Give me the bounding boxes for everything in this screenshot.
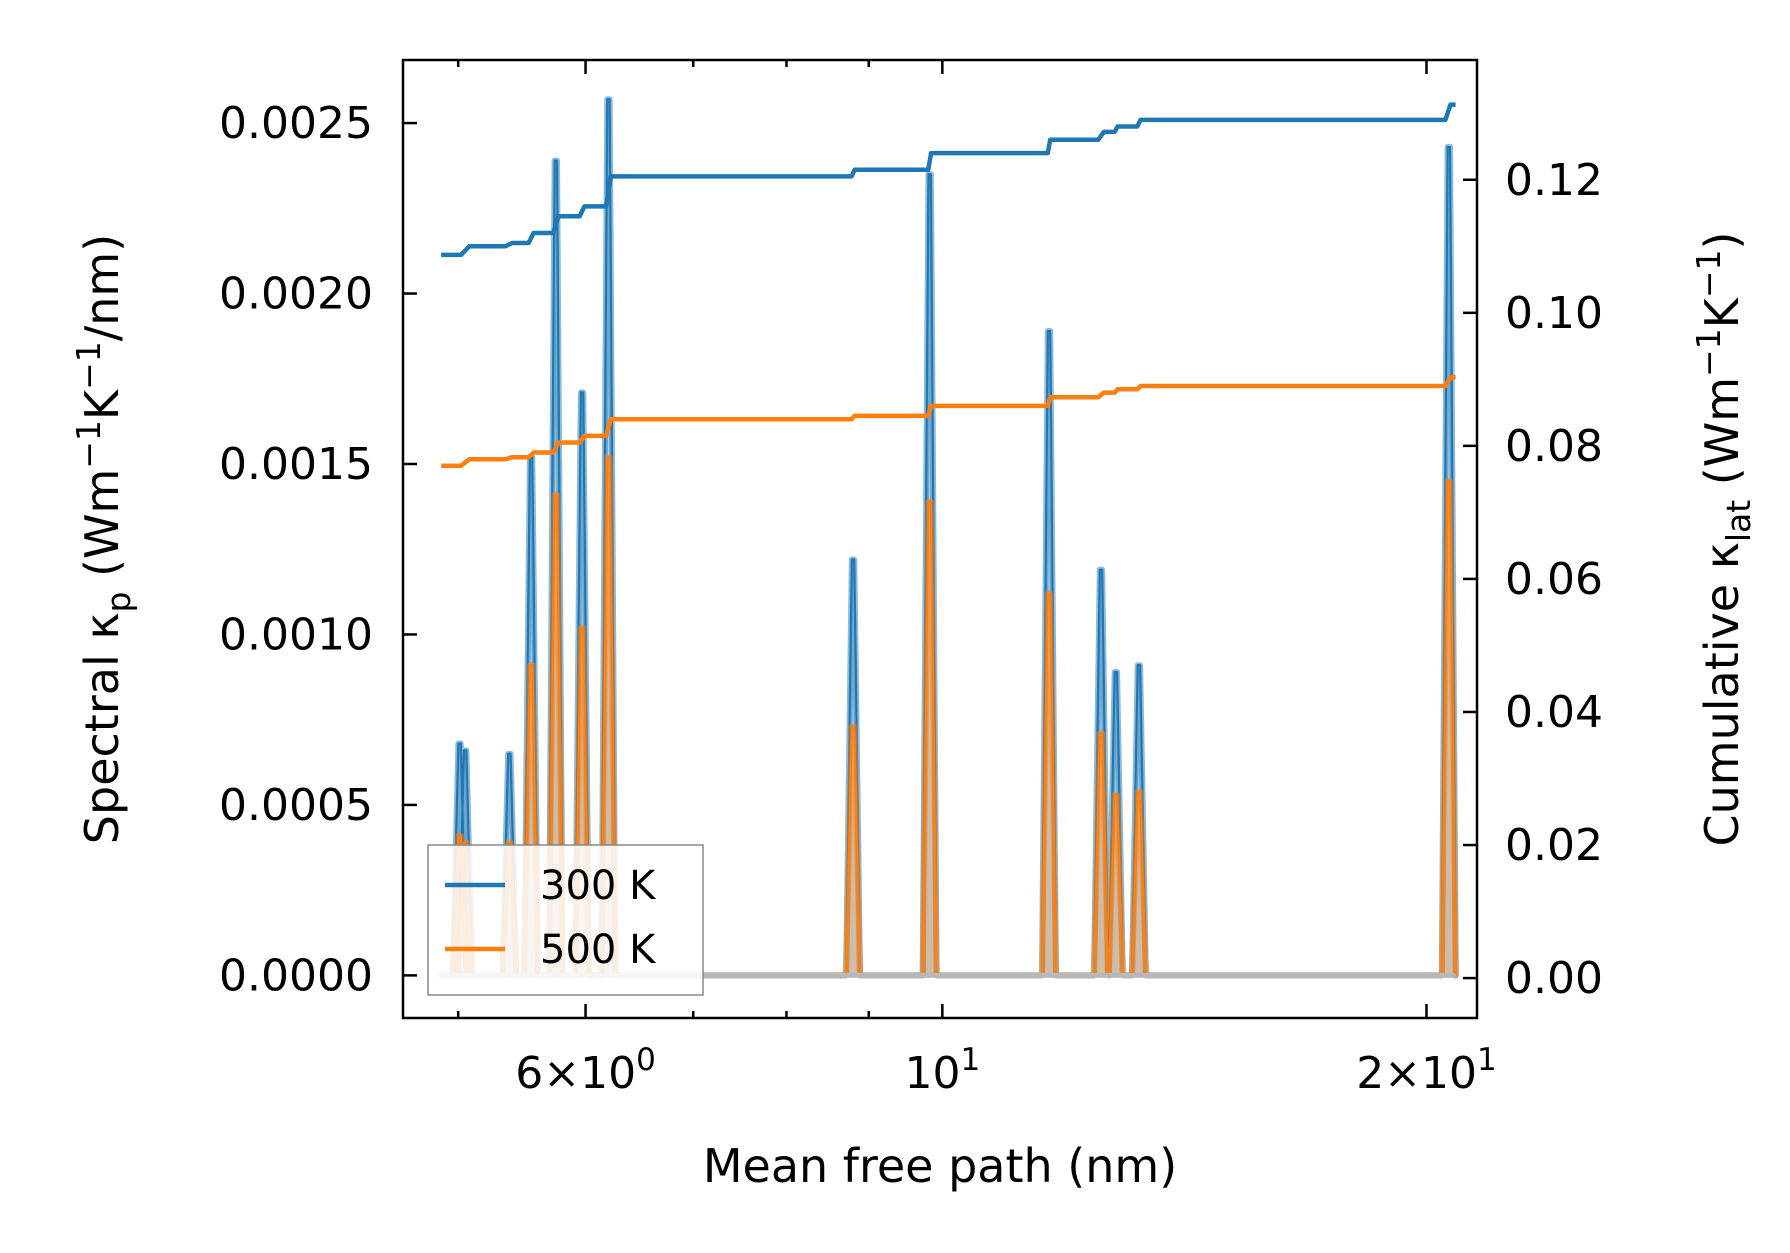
spectral-line-halo bbox=[441, 96, 1459, 979]
legend-label-300k: 300 K bbox=[540, 863, 657, 909]
axis-title-part: K bbox=[75, 388, 129, 420]
plot-frame bbox=[401, 58, 1479, 1020]
y-axis-title-right: Cumulative κlat (Wm−1K−1) bbox=[1689, 232, 1758, 847]
legend-label-500k: 500 K bbox=[540, 927, 657, 973]
x-axis-title: Mean free path (nm) bbox=[703, 1139, 1177, 1193]
y-left-tick-label: 0.0000 bbox=[219, 950, 373, 1001]
axis-title-part: /nm) bbox=[75, 234, 129, 341]
x-tick-exponent: 1 bbox=[1477, 1042, 1497, 1078]
x-tick-exponent: 1 bbox=[960, 1042, 980, 1078]
y-left-tick-label: 0.0025 bbox=[219, 98, 373, 149]
x-tick-label: 2×101 bbox=[1356, 1042, 1497, 1099]
cumulative-line-500k bbox=[441, 375, 1456, 469]
axis-title-part: K bbox=[1695, 296, 1749, 328]
y-left-tick-label: 0.0010 bbox=[219, 609, 373, 660]
legend: 300 K 500 K bbox=[427, 844, 704, 996]
y-right-tick-label: 0.02 bbox=[1505, 820, 1603, 871]
x-tick-label: 101 bbox=[904, 1042, 980, 1099]
y-right-tick-label: 0.10 bbox=[1505, 288, 1603, 339]
y-left-tick-label: 0.0020 bbox=[219, 269, 373, 320]
y-left-tick-label: 0.0005 bbox=[219, 780, 373, 831]
x-tick-label: 6×100 bbox=[515, 1042, 656, 1099]
axis-title-part: p bbox=[99, 592, 138, 613]
axis-title-part: κ bbox=[1695, 542, 1749, 569]
spectral-layer bbox=[438, 96, 1459, 979]
y-right-tick-label: 0.06 bbox=[1505, 554, 1603, 605]
legend-box bbox=[427, 844, 704, 996]
y-right-tick-label: 0.08 bbox=[1505, 421, 1603, 472]
labels-layer: 6×100 101 2×1010.00000.00050.00100.00150.0… bbox=[219, 98, 1603, 1099]
spectral-area-300k bbox=[441, 99, 1456, 976]
y-right-tick-label: 0.04 bbox=[1505, 687, 1603, 738]
axis-title-part: lat bbox=[1719, 500, 1758, 542]
x-tick-exponent: 0 bbox=[636, 1042, 656, 1078]
cumulative-line-300k bbox=[441, 102, 1456, 258]
axis-title-part: (Wm bbox=[1695, 377, 1749, 500]
y-right-tick-label: 0.00 bbox=[1505, 953, 1603, 1004]
axis-title-part: Spectral bbox=[75, 640, 129, 845]
axis-title-part: Cumulative bbox=[1695, 569, 1749, 846]
axis-title-part: ) bbox=[1695, 232, 1749, 250]
y-left-tick-label: 0.0015 bbox=[219, 439, 373, 490]
axis-title-part: −1 bbox=[69, 420, 108, 469]
axis-title-part: −1 bbox=[1689, 328, 1728, 377]
axis-title-part: −1 bbox=[69, 341, 108, 390]
y-right-tick-label: 0.12 bbox=[1505, 155, 1603, 206]
y-axis-title-left: Spectral κp (Wm−1K−1/nm) bbox=[69, 234, 138, 844]
spectral-line bbox=[441, 98, 1457, 977]
cumulative-layer bbox=[441, 102, 1456, 469]
axis-title-part: κ bbox=[75, 613, 129, 640]
spectral-series-300k bbox=[441, 96, 1459, 979]
axis-title-part: −1 bbox=[1689, 249, 1728, 298]
axis-title-part: (Wm bbox=[75, 469, 129, 592]
ticks-layer bbox=[403, 60, 1477, 1018]
